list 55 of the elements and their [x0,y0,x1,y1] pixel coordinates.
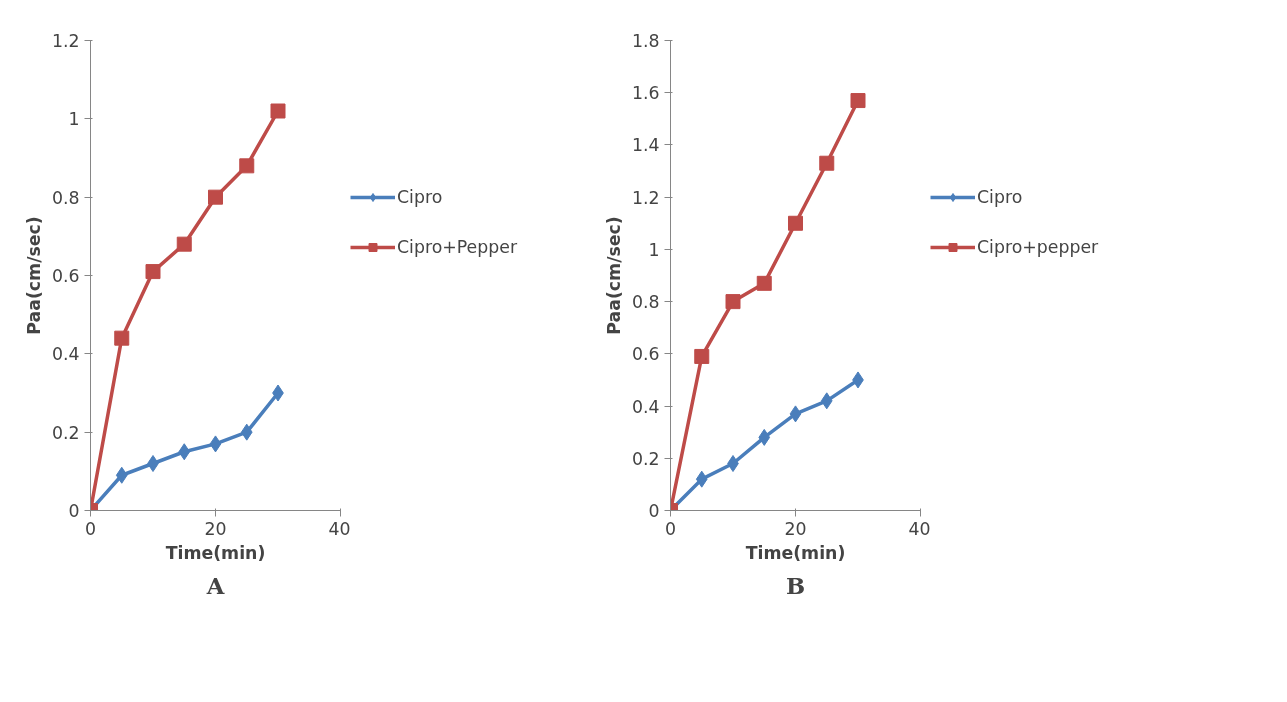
y-tick-label: 1.2 [51,31,80,51]
point [788,215,803,231]
y-tick-label: 1 [648,239,660,260]
y-tick-label: 0 [68,501,80,521]
x-tick-label: 40 [908,518,931,539]
text: A [205,572,225,599]
y-tick-label: 1 [68,109,80,130]
point [756,275,772,291]
point [789,405,802,423]
x-tick-label: 0 [84,518,97,539]
point [820,392,833,410]
y-tick-label: 1.2 [631,187,660,208]
legend-label: Cipro [977,187,1023,207]
point [147,455,159,472]
point [176,236,192,252]
point [695,470,708,488]
point [694,348,710,364]
text: B [785,572,806,599]
point [819,155,835,171]
point [178,443,191,461]
x-tick-label: 20 [784,518,807,539]
y-tick-label: 1.4 [631,135,660,156]
point [240,423,253,441]
y-tick-label: 1.6 [631,83,660,104]
point [209,435,222,453]
x-axis-title: Time(min) [165,542,266,563]
point [850,93,866,109]
y-tick-label: 0.8 [51,187,80,208]
x-axis-title: Time(min) [745,542,846,563]
point [270,103,286,119]
point [115,466,128,484]
y-tick-label: 0.4 [51,344,80,365]
legend-label: Cipro [397,187,443,207]
y-tick-label: 0 [648,501,660,521]
x-tick-label: 0 [664,518,677,539]
legend-label: Cipro+pepper [977,237,1099,257]
y-axis-title: Paa(cm/sec) [23,216,44,335]
y-tick-label: 0.6 [51,266,80,286]
y-axis-title: Paa(cm/sec) [603,216,624,335]
y-tick-label: 1.8 [631,31,660,51]
legend-label: Cipro+Pepper [397,237,518,257]
x-tick-label: 20 [204,518,227,539]
x-tick-label: 40 [328,518,351,539]
y-tick-label: 0.2 [631,448,660,469]
y-tick-label: 0.6 [631,344,660,365]
point [114,330,130,346]
point [145,264,161,280]
point [758,428,771,446]
point [208,189,223,205]
y-tick-label: 0.8 [631,292,660,313]
y-tick-label: 0.2 [51,422,80,443]
point [727,455,739,472]
point [725,294,741,310]
point [239,158,255,174]
y-tick-label: 0.4 [631,396,660,417]
